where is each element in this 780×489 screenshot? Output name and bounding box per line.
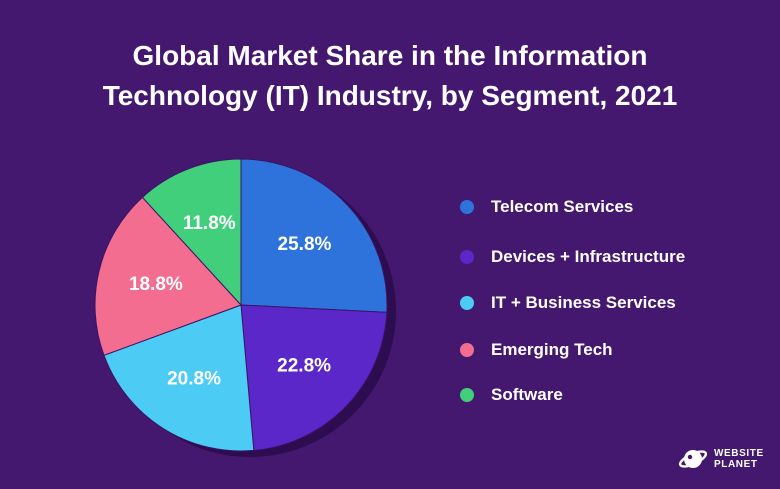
legend-item-it-business-services: IT + Business Services bbox=[460, 291, 676, 315]
pie-label-software: 11.8% bbox=[183, 213, 236, 234]
brand-logo: WEBSITE PLANET bbox=[678, 444, 764, 474]
pie-slice-software bbox=[141, 158, 242, 307]
pie-slice-emerging-tech bbox=[94, 196, 242, 356]
legend-item-devices-infrastructure: Devices + Infrastructure bbox=[460, 245, 685, 269]
chart-title-line-1: Global Market Share in the Information bbox=[132, 40, 648, 71]
legend-item-emerging-tech: Emerging Tech bbox=[460, 338, 613, 362]
legend-label-telecom-services: Telecom Services bbox=[491, 197, 634, 216]
legend-label-it-business-services: IT + Business Services bbox=[491, 293, 676, 312]
pie-label-it-business-services: 20.8% bbox=[167, 368, 221, 389]
legend-swatch-software bbox=[460, 388, 474, 402]
legend-item-telecom-services: Telecom Services bbox=[460, 195, 633, 219]
legend-swatch-emerging-tech bbox=[460, 343, 474, 357]
legend-swatch-devices-infrastructure bbox=[460, 250, 474, 264]
legend-label-software: Software bbox=[491, 385, 563, 404]
pie-slice-devices-infrastructure bbox=[240, 304, 388, 451]
chart-title: Global Market Share in the Information T… bbox=[0, 36, 780, 116]
legend-swatch-telecom-services bbox=[460, 200, 474, 214]
pie-slice-it-business-services bbox=[103, 304, 255, 452]
brand-line-2: PLANET bbox=[714, 459, 758, 470]
legend-swatch-it-business-services bbox=[460, 296, 474, 310]
brand-name: WEBSITE PLANET bbox=[714, 448, 764, 470]
chart-title-line-2: Technology (IT) Industry, by Segment, 20… bbox=[102, 80, 678, 111]
pie-slice-telecom-services bbox=[240, 158, 388, 313]
brand-line-1: WEBSITE bbox=[714, 448, 764, 459]
legend-label-emerging-tech: Emerging Tech bbox=[491, 340, 613, 359]
legend-item-software: Software bbox=[460, 383, 563, 407]
planet-icon bbox=[678, 450, 708, 468]
pie-label-emerging-tech: 18.8% bbox=[129, 274, 183, 295]
legend-label-devices-infrastructure: Devices + Infrastructure bbox=[491, 247, 686, 266]
pie-label-devices-infrastructure: 22.8% bbox=[277, 355, 331, 376]
pie-label-telecom-services: 25.8% bbox=[278, 234, 332, 255]
